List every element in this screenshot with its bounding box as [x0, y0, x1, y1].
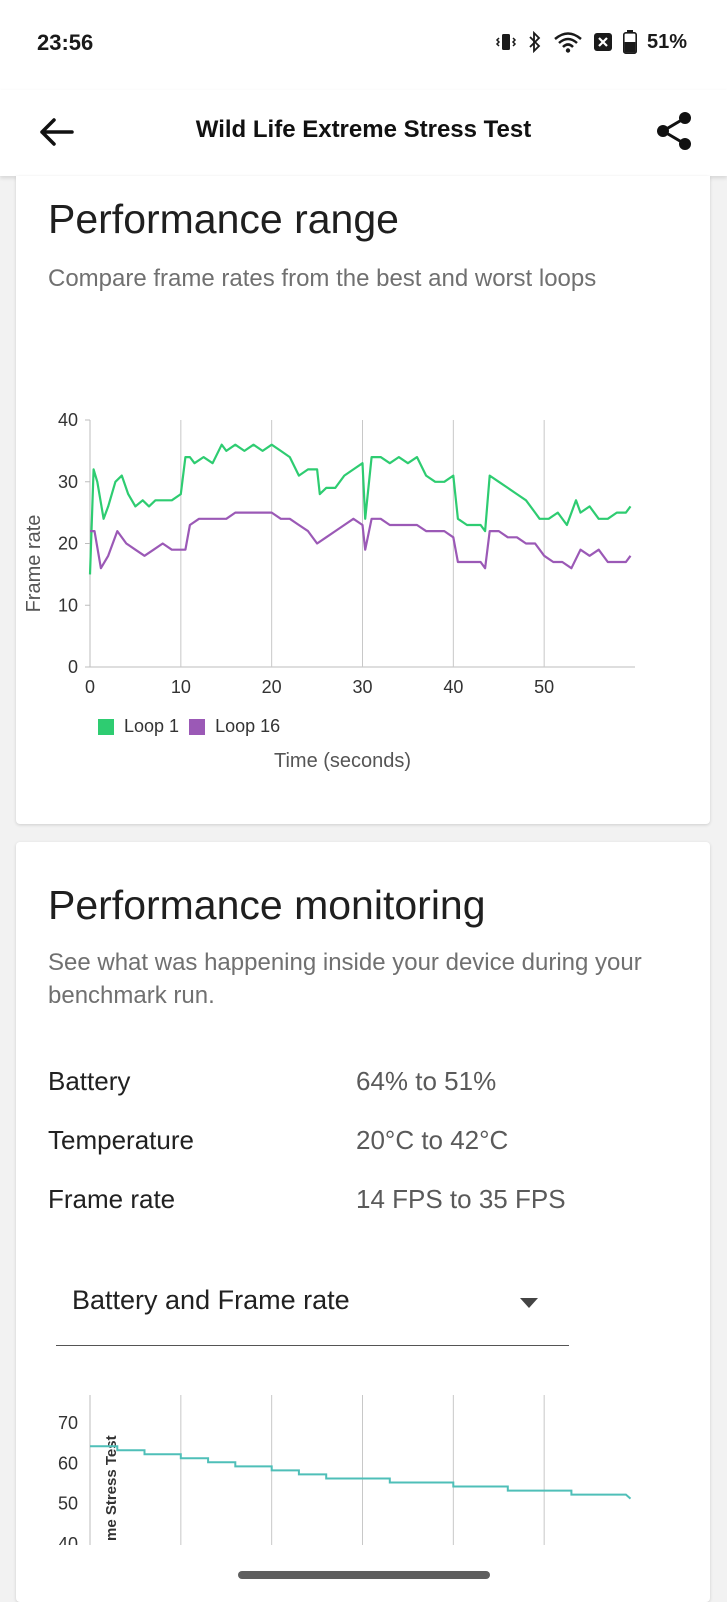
performance-monitoring-subtitle: See what was happening inside your devic… — [48, 949, 642, 1009]
app-bar: Wild Life Extreme Stress Test — [0, 90, 727, 176]
y-tick-label-10: 10 — [58, 595, 78, 615]
y-axis-label: Frame rate — [23, 515, 45, 613]
battery-frame-rate-chart: 40 50 60 70 me Stress Test — [58, 1395, 632, 1545]
y-tick-label-0: 0 — [68, 657, 78, 677]
x-tick-label-0: 0 — [85, 677, 95, 697]
x-tick-label-50: 50 — [534, 677, 554, 697]
performance-range-chart: 0 10 20 30 40 50 0 10 20 30 40 Frame rate — [23, 410, 635, 697]
y-tick-label-70: 70 — [58, 1413, 78, 1433]
stat-value: 20°C to 42°C — [356, 1125, 509, 1155]
x-tick-label-20: 20 — [262, 677, 282, 697]
battery-percent: 51% — [646, 30, 687, 53]
performance-range-title: Performance range — [48, 196, 399, 242]
battery-icon — [622, 30, 637, 54]
chart-select-dropdown[interactable]: Battery and Frame rate — [56, 1273, 569, 1346]
legend-swatch-loop-16 — [189, 718, 206, 735]
series-line-loop-1 — [88, 443, 632, 575]
legend-label-loop-16: Loop 16 — [215, 716, 281, 736]
arrow-left-icon — [40, 118, 74, 146]
page-title: Wild Life Extreme Stress Test — [195, 116, 532, 143]
series-line-loop-16 — [90, 511, 632, 570]
status-icons: 51% — [495, 30, 687, 54]
y-tick-label-20: 20 — [58, 534, 78, 554]
status-bar: 23:56 51% — [0, 0, 727, 90]
gesture-nav-bar[interactable] — [238, 1571, 490, 1579]
y-tick-label-50: 50 — [58, 1494, 78, 1514]
stat-value: 14 FPS to 35 FPS — [356, 1184, 566, 1214]
status-time: 23:56 — [37, 30, 94, 55]
performance-range-subtitle: Compare frame rates from the best and wo… — [48, 265, 597, 292]
dropdown-arrow-icon — [520, 1298, 538, 1308]
stat-label: Temperature — [48, 1125, 194, 1155]
y-tick-label-30: 30 — [58, 472, 78, 492]
share-button[interactable] — [651, 108, 697, 154]
y-tick-label-40: 40 — [58, 1534, 78, 1545]
y-tick-label-60: 60 — [58, 1453, 78, 1473]
battery-series-line — [90, 1445, 632, 1500]
share-icon — [657, 112, 691, 150]
performance-monitoring-title: Performance monitoring — [48, 882, 486, 928]
x-axis-label: Time (seconds) — [274, 750, 412, 772]
chart-legend: Loop 1 Loop 16 — [98, 716, 280, 737]
stat-label: Battery — [48, 1066, 131, 1096]
vibrate-icon — [495, 31, 517, 53]
y-tick-label-40: 40 — [58, 410, 78, 430]
x-tick-label-30: 30 — [352, 677, 372, 697]
stat-label: Frame rate — [48, 1184, 176, 1214]
back-button[interactable] — [34, 110, 78, 154]
x-tick-label-10: 10 — [171, 677, 191, 697]
dropdown-selected-value: Battery and Frame rate — [72, 1285, 350, 1315]
x-tick-label-40: 40 — [443, 677, 463, 697]
right-axis-label: me Stress Test — [103, 1435, 120, 1541]
stat-value: 64% to 51% — [356, 1066, 497, 1096]
notification-x-icon — [593, 32, 613, 52]
bluetooth-icon — [527, 31, 543, 53]
legend-swatch-loop-1 — [98, 718, 114, 735]
wifi-icon — [553, 31, 583, 53]
legend-label-loop-1: Loop 1 — [124, 716, 180, 736]
